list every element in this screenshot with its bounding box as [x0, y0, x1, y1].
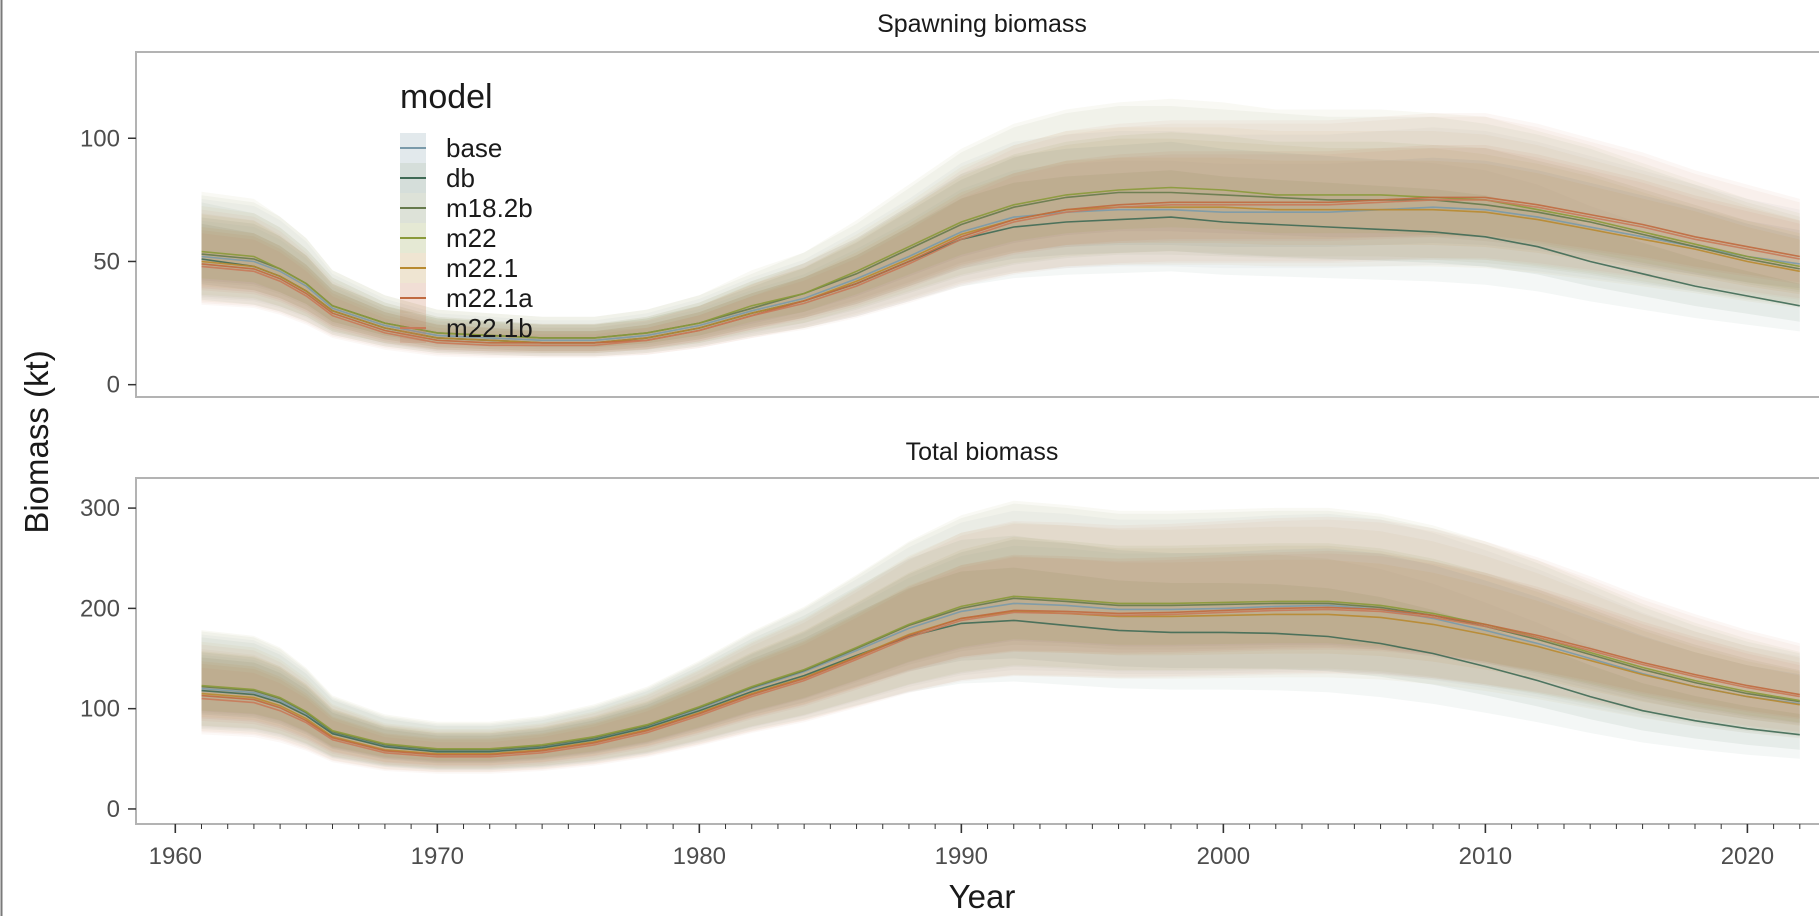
legend-label-m22-1b: m22.1b — [446, 313, 533, 343]
x-tick-label: 1960 — [149, 843, 202, 870]
legend-label-base: base — [446, 133, 502, 163]
y-tick-label: 100 — [80, 125, 120, 152]
y-ticks-spawning: 0 50 100 — [80, 125, 136, 399]
band-base-1 — [201, 157, 1800, 350]
band-db-1 — [201, 567, 1800, 764]
line-m22 — [201, 186, 1800, 339]
panel-frame-spawning — [135, 51, 1819, 398]
x-tick-label: 1970 — [411, 843, 464, 870]
x-tick-label: 2020 — [1721, 843, 1774, 870]
legend-label-db: db — [446, 163, 475, 193]
band-base-0 — [201, 127, 1800, 355]
band-m22-1-0 — [201, 127, 1800, 357]
band-m18-2b-0 — [201, 503, 1800, 769]
band-m22-1 — [201, 132, 1800, 348]
x-tick-label: 2010 — [1459, 843, 1512, 870]
y-tick-label: 0 — [107, 796, 120, 823]
y-tick-label: 300 — [80, 495, 120, 522]
y-tick-label: 50 — [93, 248, 120, 275]
line-m22-1b — [201, 608, 1800, 758]
x-tick-label: 2000 — [1197, 843, 1250, 870]
band-m22-1b-1 — [201, 553, 1800, 768]
band-m18-2b-1 — [201, 539, 1800, 762]
y-tick-label: 0 — [107, 372, 120, 399]
x-tick-label: 1980 — [673, 843, 726, 870]
panel-spawning-biomass: Spawning biomass 0 50 100 — [80, 10, 1819, 399]
band-m22-1 — [201, 536, 1800, 761]
line-m22-1a — [201, 196, 1800, 344]
band-base-1 — [201, 545, 1800, 763]
series-lines-total — [201, 595, 1800, 758]
y-ticks-total: 0 100 200 300 — [80, 495, 136, 823]
band-m22-1b-0 — [201, 519, 1800, 774]
band-base-0 — [201, 510, 1800, 770]
band-m22-1a-1 — [201, 550, 1800, 766]
line-m22-1 — [201, 206, 1800, 344]
panel-title-spawning: Spawning biomass — [877, 10, 1087, 38]
x-axis: 1960 1970 1980 1990 2000 2010 2020 — [149, 824, 1801, 870]
y-tick-label: 100 — [80, 696, 120, 723]
line-base — [201, 602, 1800, 752]
legend-label-m22-1a: m22.1a — [446, 283, 533, 313]
band-m22-0 — [201, 500, 1800, 769]
legend-label-m18-2b: m18.2b — [446, 193, 533, 223]
y-axis-label: Biomass (kt) — [18, 350, 55, 533]
line-m22-1a — [201, 606, 1800, 756]
band-m22-1a-0 — [201, 516, 1800, 773]
band-m22-1a-0 — [201, 113, 1800, 357]
band-m18-2b-1 — [201, 138, 1800, 348]
legend-title: model — [400, 78, 493, 116]
legend-label-m22-1: m22.1 — [446, 253, 518, 283]
line-m22-1b — [201, 199, 1800, 347]
panel-total-biomass: Total biomass 0 100 200 300 — [80, 438, 1819, 825]
line-m18-2b — [201, 597, 1800, 751]
line-db — [201, 619, 1800, 753]
x-axis-label: Year — [949, 878, 1016, 915]
legend-label-m22: m22 — [446, 223, 497, 253]
x-tick-label: 1990 — [935, 843, 988, 870]
band-m22-1b-0 — [201, 116, 1800, 358]
band-db-1 — [201, 170, 1800, 352]
panel-frame-total — [135, 477, 1819, 825]
band-m22-1-0 — [201, 522, 1800, 772]
band-db-0 — [201, 535, 1800, 771]
panel-title-total: Total biomass — [906, 438, 1059, 466]
y-tick-label: 200 — [80, 595, 120, 622]
band-m22-1-1 — [201, 157, 1800, 352]
